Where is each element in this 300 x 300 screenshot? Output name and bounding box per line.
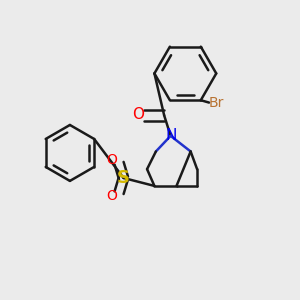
Text: S: S	[117, 169, 130, 187]
Text: O: O	[106, 153, 117, 167]
Text: Br: Br	[208, 96, 224, 110]
Text: N: N	[166, 128, 177, 143]
Text: O: O	[106, 189, 117, 202]
Text: O: O	[132, 107, 144, 122]
